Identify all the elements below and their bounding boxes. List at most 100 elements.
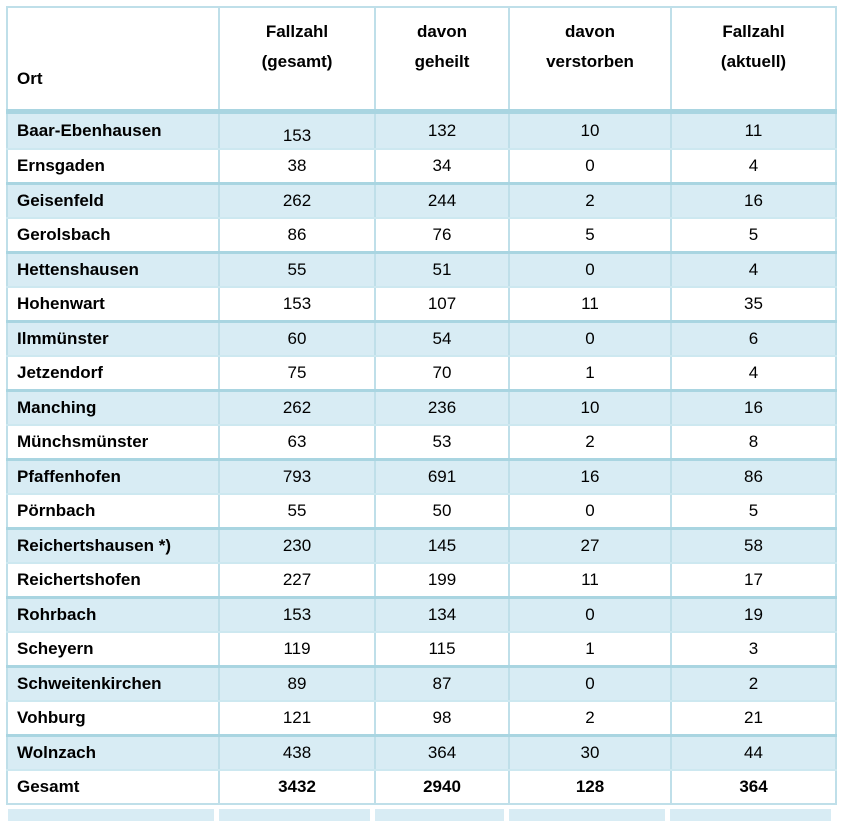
davon-geheilt-cell: 87 [374,665,510,702]
davon-verstorben-cell: 0 [508,665,672,702]
fallzahl-aktuell-cell: 17 [670,562,837,599]
fallzahl-aktuell-cell: 11 [670,110,837,150]
fallzahl-aktuell-cell: 4 [670,148,837,185]
ort-cell: Ernsgaden [6,148,220,185]
header-line: (aktuell) [720,52,787,71]
fallzahl-gesamt-cell: 55 [218,493,376,530]
davon-geheilt-cell: 236 [374,389,510,426]
table-row: Vohburg 121 98 2 21 [6,700,837,737]
davon-geheilt-cell: 50 [374,493,510,530]
davon-verstorben-cell: 0 [508,148,672,185]
table-row: Reichertshofen 227 199 11 17 [6,562,837,599]
davon-verstorben-cell: 2 [508,700,672,737]
cutoff-cell [8,809,214,821]
fallzahl-aktuell-cell: 5 [670,217,837,254]
fallzahl-gesamt-cell: 153 [218,286,376,323]
davon-verstorben-cell: 1 [508,355,672,392]
davon-verstorben-cell: 27 [508,527,672,564]
davon-geheilt-cell: 134 [374,596,510,633]
davon-verstorben-cell: 10 [508,110,672,150]
cutoff-cell [219,809,370,821]
davon-geheilt-cell: 70 [374,355,510,392]
fallzahl-aktuell-cell: 21 [670,700,837,737]
header-line: geheilt [414,52,470,71]
davon-geheilt-cell: 54 [374,320,510,357]
col-header-fallzahl-gesamt: Fallzahl (gesamt) [218,6,376,114]
fallzahl-gesamt-cell: 86 [218,217,376,254]
davon-geheilt-cell: 115 [374,631,510,668]
davon-verstorben-cell: 10 [508,389,672,426]
davon-geheilt-cell: 691 [374,458,510,495]
table-row: Rohrbach 153 134 0 19 [6,596,837,633]
davon-verstorben-cell: 2 [508,424,672,461]
fallzahl-gesamt-cell: 793 [218,458,376,495]
ort-cell: Wolnzach [6,734,220,771]
fallzahl-gesamt-cell: 153 [218,596,376,633]
fallzahl-aktuell-cell: 35 [670,286,837,323]
cutoff-cell [670,809,831,821]
fallzahl-aktuell-cell: 16 [670,389,837,426]
fallzahl-aktuell-cell: 44 [670,734,837,771]
davon-verstorben-cell: 0 [508,493,672,530]
ort-cell: Hohenwart [6,286,220,323]
davon-verstorben-cell: 0 [508,320,672,357]
fallzahl-aktuell-cell: 86 [670,458,837,495]
fallzahl-gesamt-cell: 63 [218,424,376,461]
ort-cell: Vohburg [6,700,220,737]
ort-cell: Schweitenkirchen [6,665,220,702]
ort-cell: Hettenshausen [6,251,220,288]
table-row: Hohenwart 153 107 11 35 [6,286,837,323]
table-row: Münchsmünster 63 53 2 8 [6,424,837,461]
ort-cell: Reichertshausen *) [6,527,220,564]
table-row: Pfaffenhofen 793 691 16 86 [6,458,837,495]
fallzahl-gesamt-cell: 3432 [218,769,376,805]
davon-verstorben-cell: 2 [508,182,672,219]
fallzahl-gesamt-cell: 38 [218,148,376,185]
covid-cases-table: Ort Fallzahl (gesamt) davon geheilt davo [6,6,837,805]
davon-verstorben-cell: 128 [508,769,672,805]
table-row: Schweitenkirchen 89 87 0 2 [6,665,837,702]
next-row-cutoff-strip [8,809,841,821]
table-row: Geisenfeld 262 244 2 16 [6,182,837,219]
davon-geheilt-cell: 53 [374,424,510,461]
davon-geheilt-cell: 98 [374,700,510,737]
fallzahl-gesamt-cell: 262 [218,389,376,426]
fallzahl-aktuell-cell: 8 [670,424,837,461]
fallzahl-aktuell-cell: 364 [670,769,837,805]
davon-geheilt-cell: 244 [374,182,510,219]
fallzahl-gesamt-cell: 438 [218,734,376,771]
fallzahl-gesamt-cell: 121 [218,700,376,737]
davon-geheilt-cell: 76 [374,217,510,254]
ort-cell: Manching [6,389,220,426]
header-line: verstorben [546,52,634,71]
table-row: Jetzendorf 75 70 1 4 [6,355,837,392]
col-header-fallzahl-aktuell: Fallzahl (aktuell) [670,6,837,114]
ort-cell: Ilmmünster [6,320,220,357]
ort-cell: Baar-Ebenhausen [6,110,220,150]
fallzahl-gesamt-cell: 75 [218,355,376,392]
table-row: Manching 262 236 10 16 [6,389,837,426]
davon-verstorben-cell: 16 [508,458,672,495]
table-header: Ort Fallzahl (gesamt) davon geheilt davo [6,6,837,114]
ort-cell: Scheyern [6,631,220,668]
fallzahl-aktuell-cell: 4 [670,251,837,288]
ort-cell: Jetzendorf [6,355,220,392]
table-body: Baar-Ebenhausen 153 132 10 11 Ernsgaden … [6,110,837,805]
cutoff-cell [375,809,504,821]
header-row: Ort Fallzahl (gesamt) davon geheilt davo [6,6,837,114]
table-row: Scheyern 119 115 1 3 [6,631,837,668]
ort-cell: Pfaffenhofen [6,458,220,495]
table-row: Hettenshausen 55 51 0 4 [6,251,837,288]
col-header-davon-geheilt: davon geheilt [374,6,510,114]
header-line: Fallzahl [722,22,785,41]
davon-verstorben-cell: 1 [508,631,672,668]
ort-cell: Pörnbach [6,493,220,530]
header-line: Fallzahl [265,22,329,41]
table-row: Ilmmünster 60 54 0 6 [6,320,837,357]
ort-cell: Gerolsbach [6,217,220,254]
table-row: Pörnbach 55 50 0 5 [6,493,837,530]
davon-geheilt-cell: 34 [374,148,510,185]
header-line: davon [416,22,468,41]
davon-verstorben-cell: 11 [508,286,672,323]
fallzahl-aktuell-cell: 19 [670,596,837,633]
